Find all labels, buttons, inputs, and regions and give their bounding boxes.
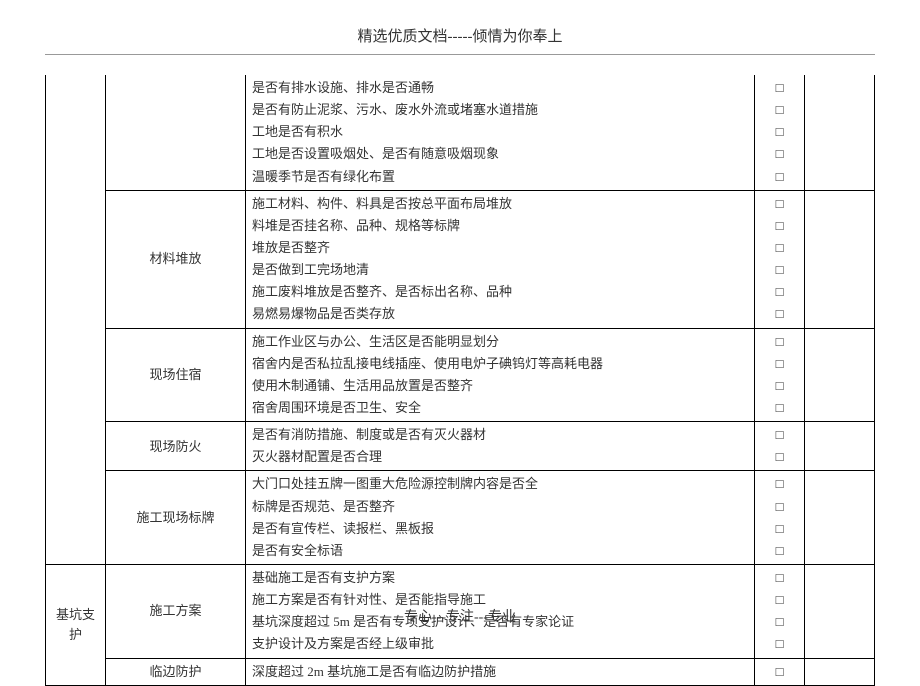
checklist-item: 支护设计及方案是否经上级审批 [252,633,748,655]
checklist-item: 料堆是否挂名称、品种、规格等标牌 [252,215,748,237]
checklist-item: 标牌是否规范、是否整齐 [252,496,748,518]
checkbox-icon[interactable]: □ [761,518,798,540]
checklist-item: 工地是否设置吸烟处、是否有随意吸烟现象 [252,143,748,165]
page-header: 精选优质文档-----倾情为你奉上 [0,0,920,54]
content-cell: 施工材料、构件、料具是否按总平面布局堆放料堆是否挂名称、品种、规格等标牌堆放是否… [246,190,755,328]
checkbox-cell: □□□□□ [755,75,805,190]
checklist-item: 是否有宣传栏、读报栏、黑板报 [252,518,748,540]
checklist-item: 施工作业区与办公、生活区是否能明显划分 [252,331,748,353]
checkbox-icon[interactable]: □ [761,424,798,446]
checkbox-icon[interactable]: □ [761,567,798,589]
checkbox-cell: □□□□ [755,328,805,422]
checklist-item: 工地是否有积水 [252,121,748,143]
checkbox-icon[interactable]: □ [761,99,798,121]
checkbox-icon[interactable]: □ [761,215,798,237]
inspection-table: 是否有排水设施、排水是否通畅是否有防止泥浆、污水、废水外流或堵塞水道措施工地是否… [45,75,875,686]
content-cell: 是否有消防措施、制度或是否有灭火器材灭火器材配置是否合理 [246,422,755,471]
checkbox-icon[interactable]: □ [761,446,798,468]
table-row: 材料堆放施工材料、构件、料具是否按总平面布局堆放料堆是否挂名称、品种、规格等标牌… [46,190,875,328]
checklist-item: 施工材料、构件、料具是否按总平面布局堆放 [252,193,748,215]
table-row: 施工现场标牌大门口处挂五牌一图重大危险源控制牌内容是否全标牌是否规范、是否整齐是… [46,471,875,565]
checkbox-icon[interactable]: □ [761,281,798,303]
checkbox-cell: □ [755,658,805,685]
remark-cell [805,658,875,685]
checklist-item: 温暖季节是否有绿化布置 [252,166,748,188]
checklist-item: 施工废料堆放是否整齐、是否标出名称、品种 [252,281,748,303]
checkbox-cell: □□ [755,422,805,471]
table-row: 现场防火是否有消防措施、制度或是否有灭火器材灭火器材配置是否合理□□ [46,422,875,471]
remark-cell [805,471,875,565]
content-cell: 是否有排水设施、排水是否通畅是否有防止泥浆、污水、废水外流或堵塞水道措施工地是否… [246,75,755,190]
checklist-item: 是否有防止泥浆、污水、废水外流或堵塞水道措施 [252,99,748,121]
checkbox-icon[interactable]: □ [761,77,798,99]
checkbox-icon[interactable]: □ [761,237,798,259]
checkbox-icon[interactable]: □ [761,143,798,165]
checkbox-cell: □□□□□□ [755,190,805,328]
table-row: 是否有排水设施、排水是否通畅是否有防止泥浆、污水、废水外流或堵塞水道措施工地是否… [46,75,875,190]
checklist-item: 使用木制通铺、生活用品放置是否整齐 [252,375,748,397]
checkbox-icon[interactable]: □ [761,331,798,353]
table-row: 临边防护深度超过 2m 基坑施工是否有临边防护措施 □ [46,658,875,685]
checkbox-icon[interactable]: □ [761,375,798,397]
checklist-item: 是否有安全标语 [252,540,748,562]
checkbox-icon[interactable]: □ [761,303,798,325]
content-cell: 大门口处挂五牌一图重大危险源控制牌内容是否全标牌是否规范、是否整齐是否有宣传栏、… [246,471,755,565]
remark-cell [805,328,875,422]
subcategory-cell: 材料堆放 [106,190,246,328]
checklist-item: 易燃易爆物品是否类存放 [252,303,748,325]
content-cell: 深度超过 2m 基坑施工是否有临边防护措施 [246,658,755,685]
content-cell: 施工作业区与办公、生活区是否能明显划分宿舍内是否私拉乱接电线插座、使用电炉子碘钨… [246,328,755,422]
checklist-item: 是否做到工完场地清 [252,259,748,281]
checklist-item: 是否有排水设施、排水是否通畅 [252,77,748,99]
checklist-item: 深度超过 2m 基坑施工是否有临边防护措施 [252,661,748,683]
table-row: 现场住宿施工作业区与办公、生活区是否能明显划分宿舍内是否私拉乱接电线插座、使用电… [46,328,875,422]
checkbox-icon[interactable]: □ [761,397,798,419]
checklist-item: 是否有消防措施、制度或是否有灭火器材 [252,424,748,446]
subcategory-cell [106,75,246,190]
checkbox-icon[interactable]: □ [761,353,798,375]
checklist-item: 大门口处挂五牌一图重大危险源控制牌内容是否全 [252,473,748,495]
checkbox-cell: □□□□ [755,471,805,565]
remark-cell [805,422,875,471]
checklist-item: 灭火器材配置是否合理 [252,446,748,468]
checkbox-icon[interactable]: □ [761,633,798,655]
checkbox-icon[interactable]: □ [761,661,798,683]
category-cell [46,75,106,564]
checkbox-icon[interactable]: □ [761,473,798,495]
header-divider [45,54,875,55]
subcategory-cell: 临边防护 [106,658,246,685]
checkbox-icon[interactable]: □ [761,540,798,562]
checklist-item: 宿舍内是否私拉乱接电线插座、使用电炉子碘钨灯等高耗电器 [252,353,748,375]
subcategory-cell: 施工现场标牌 [106,471,246,565]
checkbox-icon[interactable]: □ [761,496,798,518]
checkbox-icon[interactable]: □ [761,259,798,281]
checkbox-icon[interactable]: □ [761,121,798,143]
remark-cell [805,75,875,190]
checklist-item: 堆放是否整齐 [252,237,748,259]
subcategory-cell: 现场住宿 [106,328,246,422]
checklist-item: 基础施工是否有支护方案 [252,567,748,589]
page-footer: 专心---专注---专业 [0,606,920,626]
remark-cell [805,190,875,328]
subcategory-cell: 现场防火 [106,422,246,471]
checklist-item: 宿舍周围环境是否卫生、安全 [252,397,748,419]
checkbox-icon[interactable]: □ [761,166,798,188]
checkbox-icon[interactable]: □ [761,193,798,215]
